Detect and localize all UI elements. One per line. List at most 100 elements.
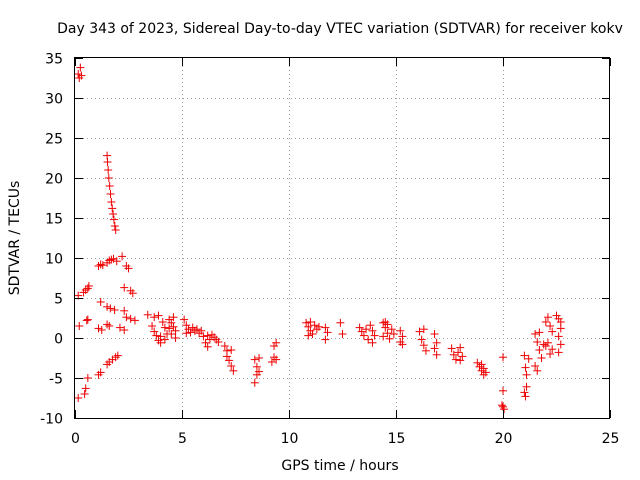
data-point [524, 354, 533, 363]
data-point [389, 330, 398, 338]
data-point [150, 327, 159, 336]
data-point [385, 334, 394, 343]
y-tick-label: 10 [45, 252, 63, 268]
data-point [180, 315, 189, 324]
data-point [120, 283, 129, 292]
data-point [104, 166, 113, 174]
data-point [533, 366, 542, 375]
data-point [396, 326, 405, 335]
chart-title: Day 343 of 2023, Sidereal Day-to-day VTE… [57, 21, 623, 37]
data-point [182, 329, 191, 338]
data-point [368, 338, 377, 347]
data-point [306, 326, 315, 335]
data-point [477, 360, 486, 369]
data-point [522, 370, 531, 379]
data-point [304, 322, 313, 331]
data-point [97, 326, 106, 334]
data-point [520, 351, 529, 360]
data-point [165, 315, 174, 324]
data-point [110, 306, 119, 314]
data-point [103, 158, 112, 166]
data-point [106, 304, 115, 313]
y-tick-label: 5 [54, 292, 63, 308]
data-point [533, 338, 542, 346]
y-tick-label: -10 [40, 412, 63, 428]
data-point [203, 331, 212, 340]
data-point [83, 374, 92, 382]
data-point [310, 321, 319, 330]
data-point [84, 282, 93, 290]
data-point [499, 402, 507, 411]
data-point [107, 255, 116, 264]
data-point [447, 344, 456, 353]
data-point [148, 322, 157, 330]
data-point [539, 340, 548, 349]
data-point [499, 386, 507, 395]
data-point [103, 320, 112, 329]
data-point [96, 298, 105, 306]
data-point [130, 316, 139, 325]
data-point [308, 330, 317, 338]
data-point [383, 320, 392, 329]
data-point [75, 322, 84, 330]
data-point [83, 315, 92, 324]
data-point [80, 390, 89, 398]
data-point [171, 334, 180, 342]
data-point [535, 328, 544, 337]
data-point [552, 311, 561, 320]
data-point [366, 321, 375, 330]
data-point [203, 342, 212, 351]
data-point [150, 313, 159, 322]
data-point [250, 355, 259, 364]
data-point [481, 368, 490, 377]
data-point [364, 335, 373, 344]
data-point [105, 182, 114, 190]
data-point [430, 344, 439, 353]
x-tick-labels: 0 5 10 15 20 25 [71, 431, 619, 447]
data-point [398, 340, 407, 349]
data-point [368, 326, 377, 335]
data-point [520, 388, 529, 397]
data-point [272, 355, 281, 364]
data-point [214, 338, 223, 346]
data-point [497, 401, 506, 410]
data-point [77, 71, 86, 80]
y-tick-labels: -10 -5 0 5 10 15 20 25 30 35 [40, 52, 63, 428]
y-tick-label: 25 [45, 132, 63, 148]
data-point [370, 331, 379, 340]
data-point [210, 333, 219, 342]
y-tick-label: 0 [54, 332, 63, 348]
data-point [383, 329, 392, 338]
data-point [537, 354, 546, 362]
data-point [336, 318, 345, 327]
data-point [160, 335, 169, 344]
data-point [398, 332, 407, 341]
data-point [156, 332, 165, 341]
data-point [96, 260, 105, 269]
data-point [152, 331, 161, 340]
data-point [120, 306, 129, 315]
data-point [184, 325, 193, 334]
data-point [118, 252, 127, 261]
data-point [272, 338, 281, 347]
data-point [182, 321, 191, 330]
data-point [252, 362, 261, 371]
data-point [225, 356, 234, 365]
data-point [554, 332, 563, 341]
plot-frame [74, 57, 610, 419]
data-points [74, 63, 565, 414]
data-point [323, 328, 332, 337]
data-point [521, 392, 530, 401]
data-point [321, 323, 330, 332]
data-point [531, 362, 540, 370]
data-point [432, 350, 441, 359]
y-tick-label: -5 [49, 372, 63, 388]
y-tick-label: 15 [45, 212, 63, 228]
data-point [109, 210, 118, 218]
data-point [255, 354, 264, 362]
data-point [82, 316, 91, 325]
data-point [430, 330, 439, 338]
data-point [473, 358, 482, 367]
data-point [106, 190, 115, 198]
data-point [250, 378, 259, 387]
